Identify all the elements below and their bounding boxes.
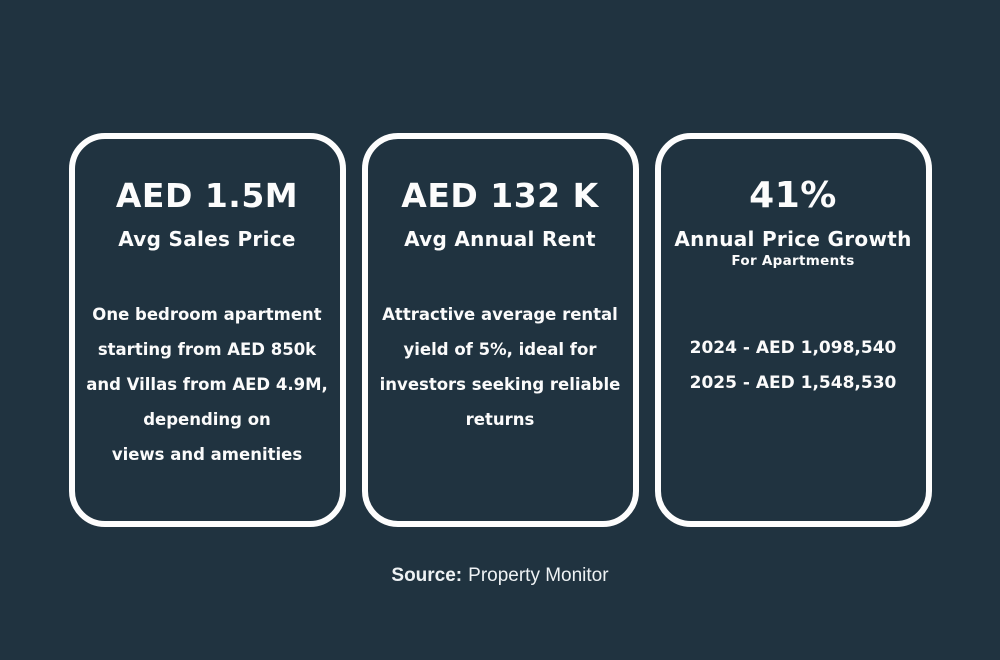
stat-label-annual-rent: Avg Annual Rent [404, 227, 596, 251]
description-line: returns [465, 410, 535, 429]
stat-label-price-growth: Annual Price Growth [674, 227, 912, 251]
stat-value-sales-price: AED 1.5M [115, 176, 299, 215]
description-line: yield of 5%, ideal for [403, 340, 597, 359]
description-line: One bedroom apartment [92, 305, 322, 324]
stat-description-sales-price: One bedroom apartment starting from AED … [75, 297, 340, 472]
source-line: Source: Property Monitor [0, 565, 1000, 587]
description-line: and Villas from AED 4.9M, [86, 375, 328, 394]
stat-value-annual-rent: AED 132 K [401, 176, 599, 215]
stat-sublabel-for-apartments: For Apartments [731, 253, 855, 269]
stat-card-avg-sales-price: AED 1.5M Avg Sales Price One bedroom apa… [68, 133, 346, 527]
stat-card-price-growth: 41% Annual Price Growth For Apartments 2… [654, 133, 932, 527]
description-line: depending on [143, 410, 271, 429]
stat-description-price-growth: 2024 - AED 1,098,540 2025 - AED 1,548,53… [661, 331, 926, 401]
price-row-2024: 2024 - AED 1,098,540 [689, 338, 897, 358]
price-row-2025: 2025 - AED 1,548,530 [689, 373, 897, 393]
description-line: Attractive average rental [382, 305, 618, 324]
stat-card-avg-annual-rent: AED 132 K Avg Annual Rent Attractive ave… [361, 133, 639, 527]
stat-description-annual-rent: Attractive average rental yield of 5%, i… [368, 297, 633, 437]
stat-cards-row: AED 1.5M Avg Sales Price One bedroom apa… [0, 133, 1000, 527]
description-line: investors seeking reliable [379, 375, 621, 394]
source-label: Source: [391, 565, 463, 586]
description-line: views and amenities [111, 445, 303, 464]
stat-value-price-growth: 41% [749, 175, 837, 216]
source-value: Property Monitor [468, 565, 609, 586]
stat-label-sales-price: Avg Sales Price [118, 227, 296, 251]
description-line: starting from AED 850k [97, 340, 317, 359]
